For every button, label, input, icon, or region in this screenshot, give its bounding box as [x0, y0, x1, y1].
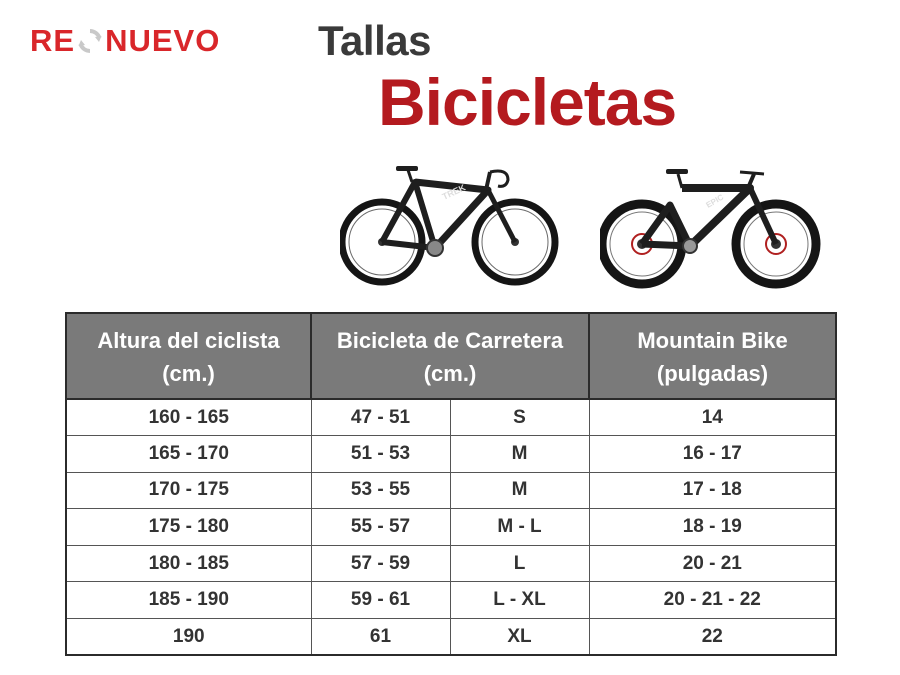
cell-rider-height: 170 - 175 — [65, 471, 312, 510]
table-row: 165 - 170 51 - 53 M 16 - 17 — [65, 435, 837, 473]
cell-road-cm: 55 - 57 — [310, 508, 451, 546]
table-row: 160 - 165 47 - 51 S 14 — [65, 398, 837, 437]
cell-road-size: L - XL — [449, 581, 590, 620]
cell-rider-height: 185 - 190 — [65, 581, 312, 620]
cell-mtb-inches: 18 - 19 — [588, 508, 837, 546]
header-road-bike: Bicicleta de Carretera (cm.) — [309, 312, 591, 400]
table-row: 175 - 180 55 - 57 M - L 18 - 19 — [65, 508, 837, 546]
cell-road-cm: 57 - 59 — [310, 544, 451, 583]
cell-mtb-inches: 22 — [588, 618, 837, 656]
header-rider-height: Altura del ciclista (cm.) — [65, 312, 312, 400]
cell-road-size: M - L — [449, 508, 590, 546]
cell-road-cm: 51 - 53 — [310, 435, 451, 473]
svg-text:EPIC: EPIC — [705, 192, 726, 209]
mountain-bike-photo: EPIC — [600, 169, 821, 289]
cell-mtb-inches: 20 - 21 - 22 — [588, 581, 837, 620]
table-row: 190 61 XL 22 — [65, 618, 837, 656]
cell-rider-height: 180 - 185 — [65, 544, 312, 583]
cell-road-size: M — [449, 471, 590, 510]
cell-road-size: S — [449, 398, 590, 437]
cell-mtb-inches: 16 - 17 — [588, 435, 837, 473]
cell-mtb-inches: 17 - 18 — [588, 471, 837, 510]
cell-road-size: M — [449, 435, 590, 473]
recycle-icon — [78, 29, 102, 53]
table-row: 180 - 185 57 - 59 L 20 - 21 — [65, 544, 837, 583]
cell-mtb-inches: 20 - 21 — [588, 544, 837, 583]
title-bicicletas: Bicicletas — [378, 65, 677, 139]
brand-logo: RE NUEVO — [30, 24, 220, 58]
table-row: 185 - 190 59 - 61 L - XL 20 - 21 - 22 — [65, 581, 837, 620]
cell-mtb-inches: 14 — [588, 398, 837, 437]
title-tallas: Tallas — [318, 17, 431, 64]
cell-road-size: L — [449, 544, 590, 583]
cell-rider-height: 190 — [65, 618, 312, 656]
size-chart-table: Altura del ciclista (cm.) Bicicleta de C… — [65, 312, 838, 657]
cell-road-cm: 59 - 61 — [310, 581, 451, 620]
cell-rider-height: 160 - 165 — [65, 398, 312, 437]
header-mountain-bike: Mountain Bike (pulgadas) — [588, 312, 838, 400]
road-bike-photo: TREK — [340, 166, 559, 286]
cell-road-size: XL — [449, 618, 590, 656]
logo-text-left: RE — [30, 23, 76, 58]
cell-road-cm: 47 - 51 — [310, 398, 451, 437]
cell-rider-height: 165 - 170 — [65, 435, 312, 473]
table-header-row: Altura del ciclista (cm.) Bicicleta de C… — [65, 312, 838, 400]
table-row: 170 - 175 53 - 55 M 17 - 18 — [65, 471, 837, 510]
cell-rider-height: 175 - 180 — [65, 508, 312, 546]
cell-road-cm: 61 — [310, 618, 451, 656]
cell-road-cm: 53 - 55 — [310, 471, 451, 510]
logo-text-right: NUEVO — [105, 23, 221, 58]
